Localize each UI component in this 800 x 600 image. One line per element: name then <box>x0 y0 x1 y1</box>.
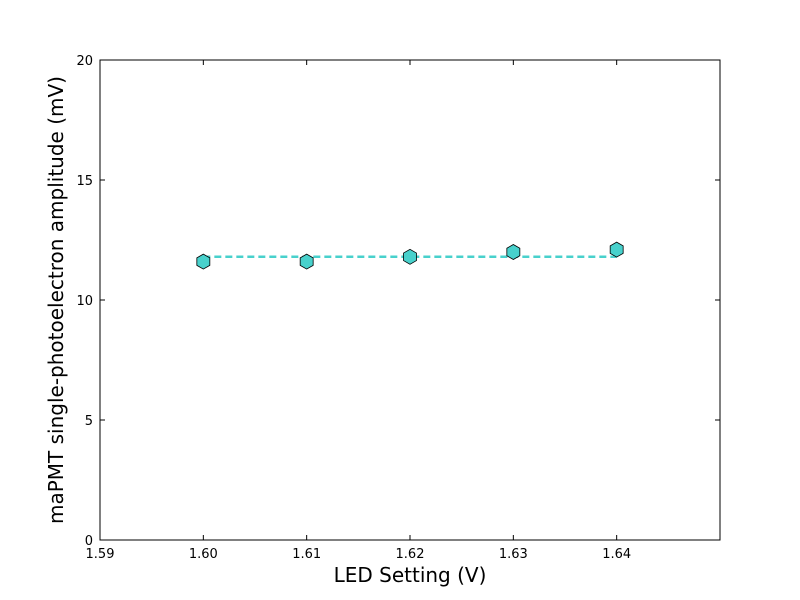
x-tick-label: 1.64 <box>602 547 631 562</box>
data-point <box>403 248 417 265</box>
y-tick-label: 20 <box>76 54 93 69</box>
data-layer <box>196 241 624 270</box>
x-tick-label: 1.60 <box>189 547 218 562</box>
y-tick-label: 10 <box>76 294 93 309</box>
data-point <box>506 244 521 260</box>
x-tick-label: 1.63 <box>499 547 528 562</box>
plot-frame <box>99 59 721 541</box>
y-axis-label: maPMT single-photoelectron amplitude (mV… <box>44 76 68 524</box>
x-tick-label: 1.62 <box>396 547 425 562</box>
y-tick-label: 5 <box>85 414 93 429</box>
y-tick-label: 15 <box>76 174 93 189</box>
x-axis-label: LED Setting (V) <box>334 563 487 587</box>
x-tick-label: 1.59 <box>86 547 115 562</box>
x-tick-label: 1.61 <box>292 547 321 562</box>
data-point <box>299 253 314 270</box>
y-tick-label: 0 <box>85 534 93 549</box>
data-point <box>609 241 624 258</box>
ticks-layer: 1.59 1.60 1.61 1.62 1.63 1.64 0 5 10 15 20 <box>76 54 720 562</box>
data-point <box>196 253 211 270</box>
